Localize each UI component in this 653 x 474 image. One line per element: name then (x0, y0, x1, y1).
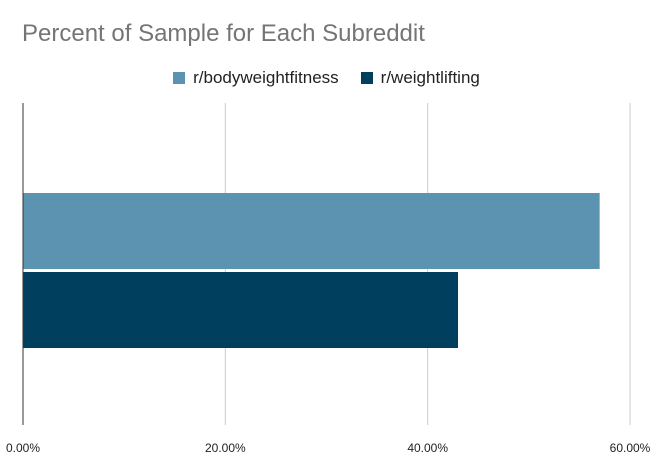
bar-r-bodyweightfitness[interactable] (23, 193, 600, 269)
legend-item-bodyweightfitness[interactable]: r/bodyweightfitness (173, 68, 339, 88)
chart-legend: r/bodyweightfitness r/weightlifting (0, 68, 653, 88)
legend-item-weightlifting[interactable]: r/weightlifting (360, 68, 480, 88)
legend-swatch-bodyweightfitness (173, 72, 186, 84)
x-tick-label-1: 20.00% (205, 441, 246, 455)
legend-swatch-weightlifting (360, 72, 373, 84)
bar-r-weightlifting[interactable] (23, 272, 459, 348)
x-tick-label-2: 40.00% (407, 441, 448, 455)
legend-label-weightlifting: r/weightlifting (380, 68, 480, 87)
chart-title: Percent of Sample for Each Subreddit (22, 20, 425, 47)
x-tick-label-0: 0.00% (6, 441, 40, 455)
x-tick-label-3: 60.00% (610, 441, 651, 455)
legend-label-bodyweightfitness: r/bodyweightfitness (193, 68, 339, 87)
